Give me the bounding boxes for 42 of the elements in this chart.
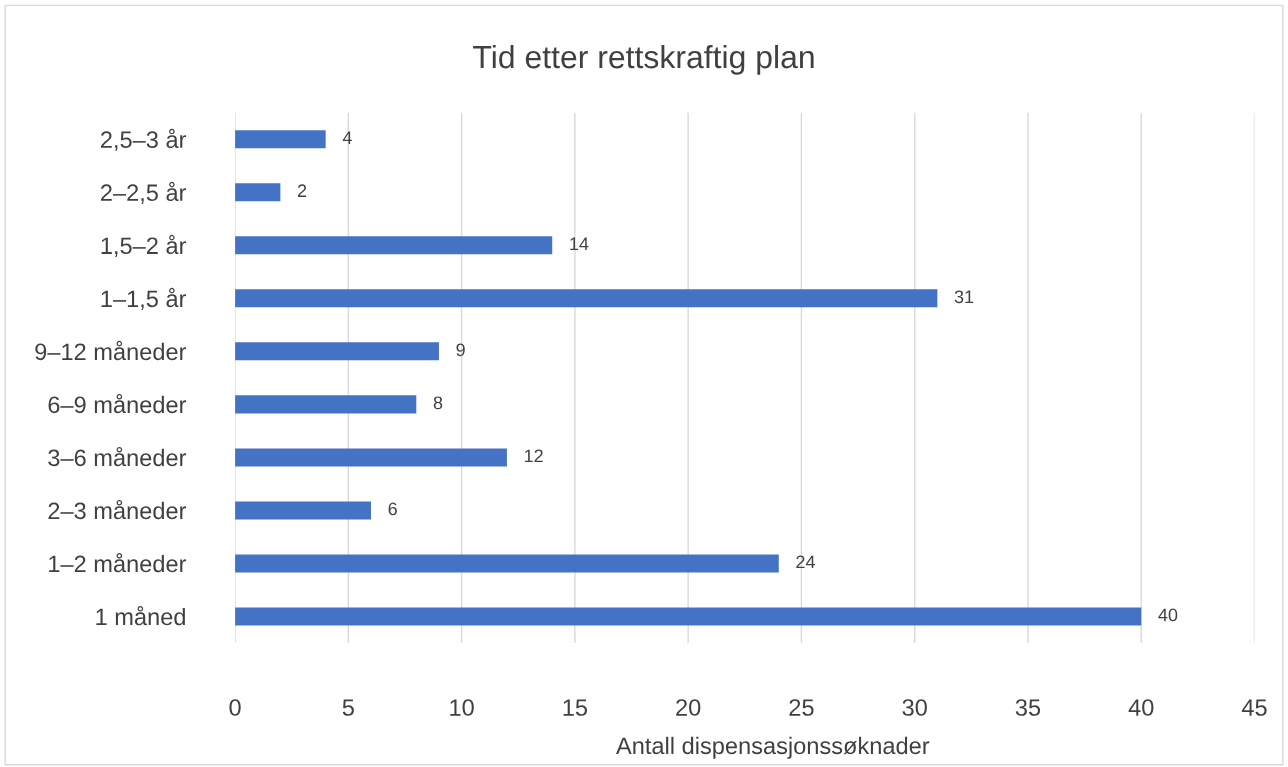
chart-title: Tid etter rettskraftig plan — [473, 44, 814, 75]
y-tick-label: 2,5–3 år — [101, 128, 187, 151]
y-tick-label: 6–9 måneder — [48, 393, 187, 414]
y-tick-label: 1 måned — [96, 605, 185, 626]
x-tick-label: 5 — [342, 699, 354, 716]
y-tick-label: 1–2 måneder — [49, 552, 187, 573]
x-tick-label: 45 — [1241, 699, 1267, 716]
data-label: 40 — [1158, 608, 1178, 622]
x-tick-label: 20 — [676, 699, 701, 716]
data-label: 24 — [796, 555, 815, 569]
y-tick-label: 9–12 måneder — [35, 340, 187, 361]
bar — [235, 554, 779, 573]
data-label: 2 — [297, 184, 307, 197]
y-tick-label: 1–1,5 år — [101, 287, 187, 310]
data-label: 6 — [388, 502, 397, 516]
bar — [235, 607, 1142, 626]
x-tick-label: 0 — [229, 699, 241, 716]
bar — [235, 395, 417, 414]
data-label: 4 — [342, 131, 352, 144]
bar — [235, 236, 553, 255]
bar — [235, 130, 326, 149]
x-tick-label: 25 — [789, 699, 814, 716]
y-tick-label: 2–2,5 år — [101, 181, 187, 204]
x-tick-label: 40 — [1128, 699, 1154, 716]
x-tick-label: 10 — [450, 699, 474, 716]
data-label: 14 — [570, 237, 589, 250]
y-tick-label: 2–3 måneder — [48, 499, 187, 520]
bar — [235, 342, 439, 361]
x-tick-label: 15 — [563, 699, 588, 716]
data-label: 12 — [524, 449, 543, 463]
bar — [235, 289, 938, 308]
y-tick-label: 1,5–2 år — [101, 234, 187, 257]
x-axis-title: Antall dispensasjonssøknader — [616, 736, 930, 759]
x-tick-label: 30 — [902, 699, 927, 716]
bar — [235, 183, 281, 202]
data-label: 8 — [433, 396, 443, 410]
bar — [235, 448, 507, 467]
x-tick-label: 35 — [1015, 699, 1041, 716]
data-label: 9 — [456, 343, 465, 357]
data-label: 31 — [954, 290, 974, 304]
bar — [235, 501, 371, 520]
y-tick-label: 3–6 måneder — [48, 446, 187, 467]
